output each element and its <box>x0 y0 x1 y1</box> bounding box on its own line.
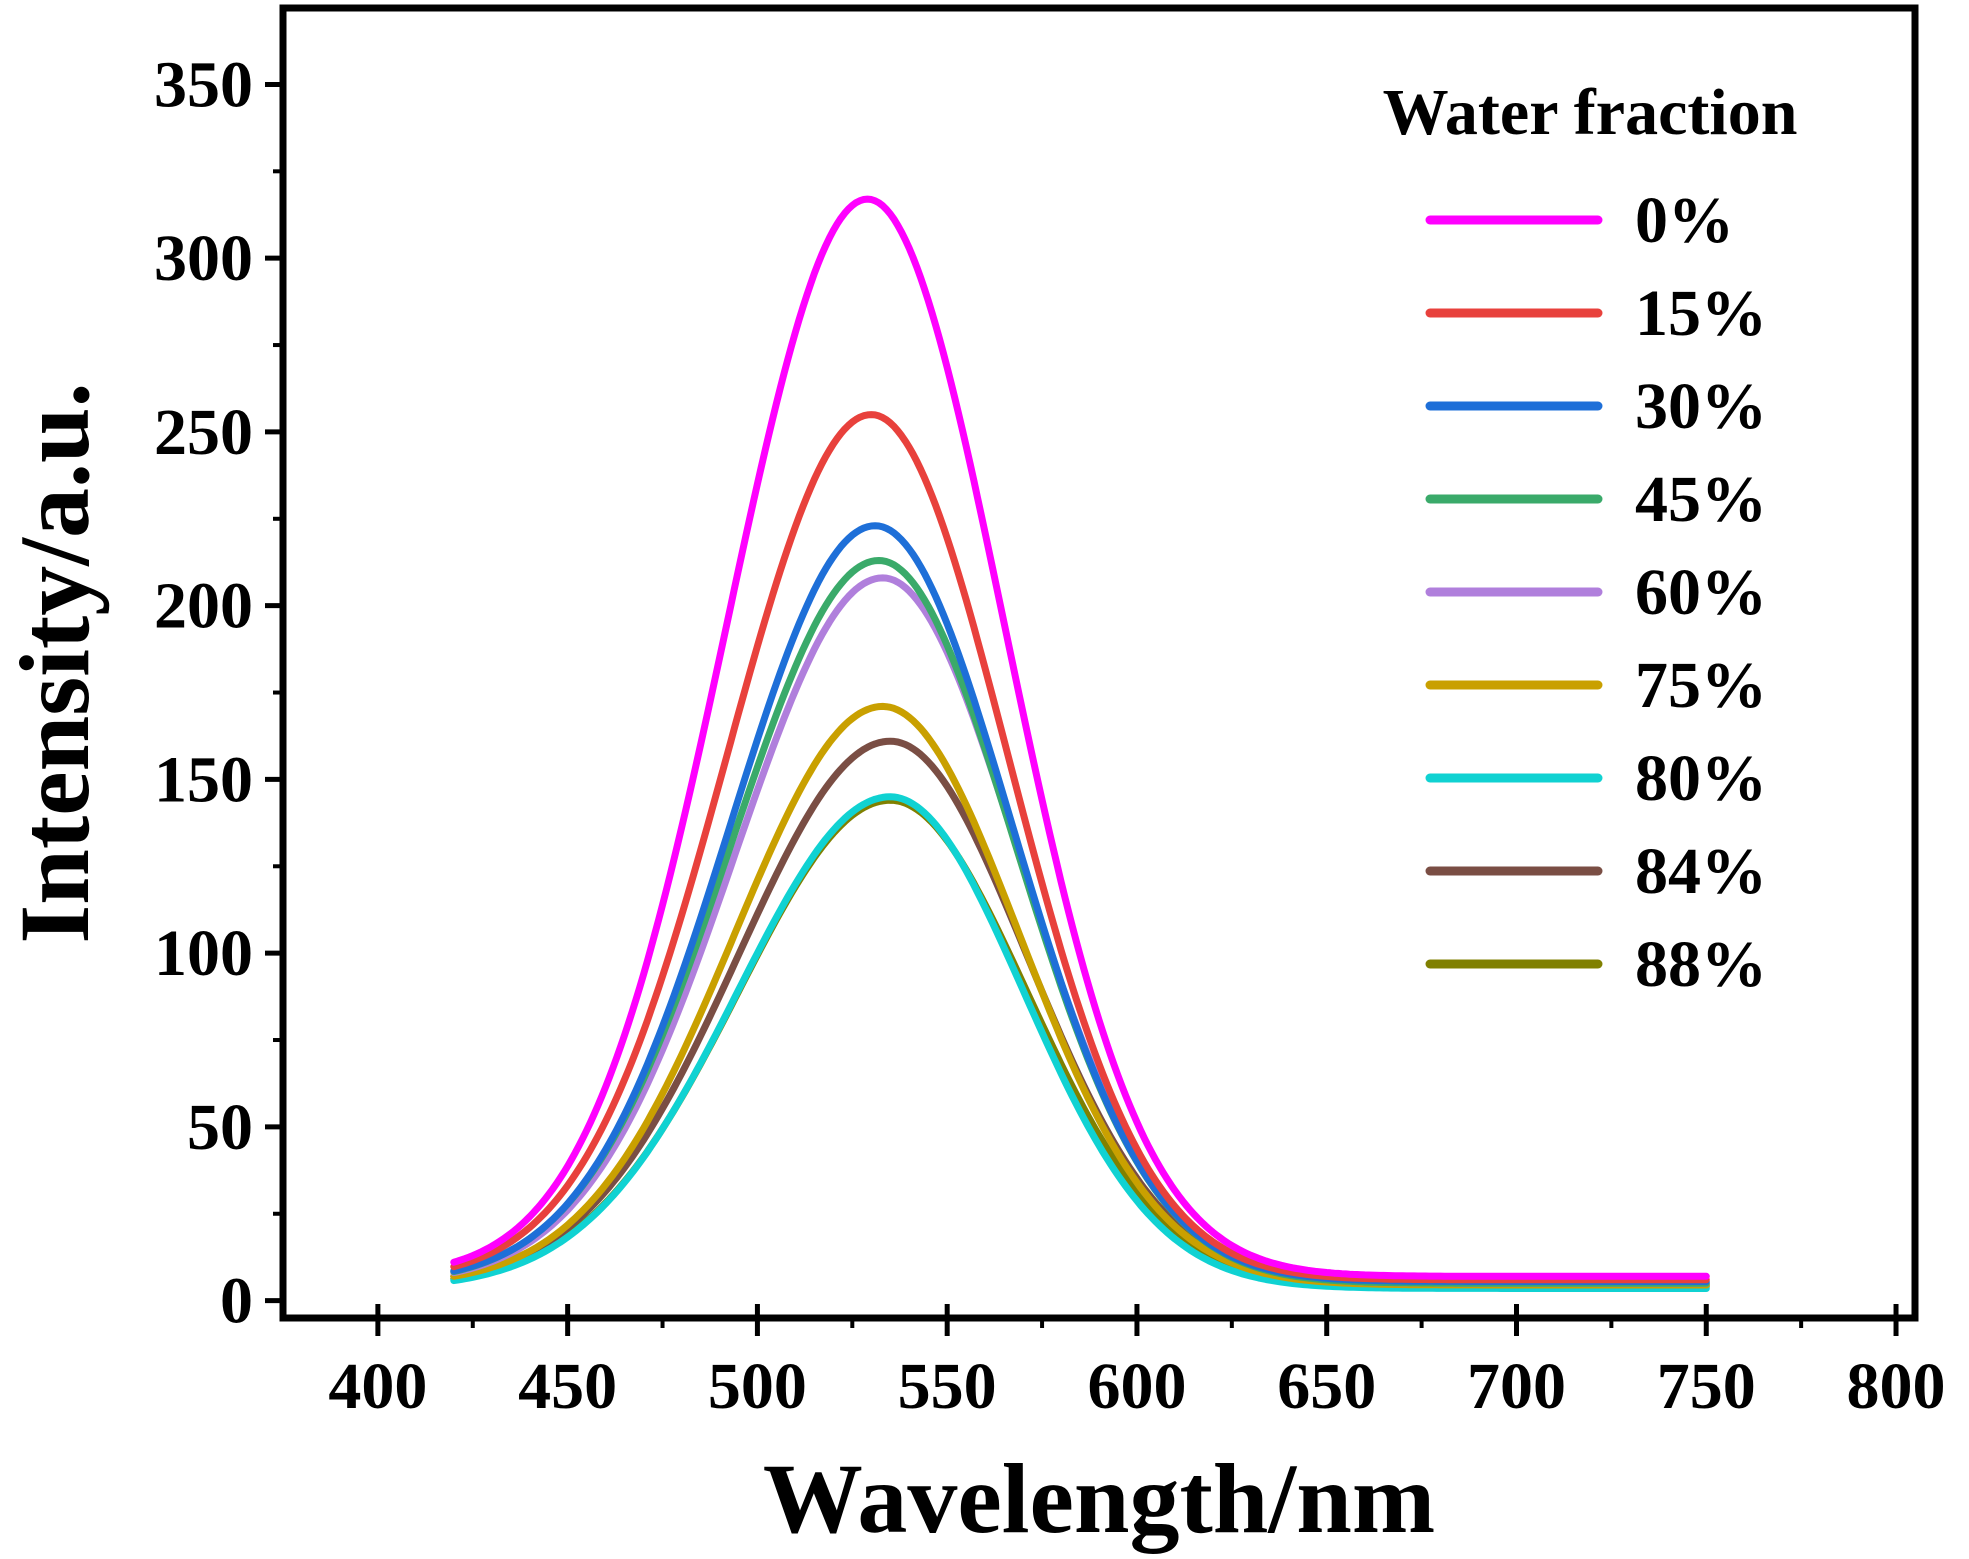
legend-label: 88% <box>1635 928 1767 1001</box>
series-layer <box>450 195 1710 1292</box>
legend-title: Water fraction <box>1383 76 1798 149</box>
y-tick-label: 100 <box>154 917 253 990</box>
legend-label: 0% <box>1635 184 1734 257</box>
x-tick-label: 600 <box>1087 1350 1186 1423</box>
series-line-0-percent <box>450 195 1710 1280</box>
plot-frame <box>279 4 1919 1322</box>
y-tick-label: 200 <box>154 570 253 643</box>
y-tick-label: 150 <box>154 743 253 816</box>
x-axis-title: Wavelength/nm <box>763 1443 1435 1554</box>
legend-label: 84% <box>1635 835 1767 908</box>
y-tick-label: 350 <box>154 48 253 121</box>
legend-label: 60% <box>1635 556 1767 629</box>
y-tick-label: 50 <box>187 1091 253 1164</box>
legend-label: 15% <box>1635 277 1767 350</box>
x-tick-label: 450 <box>518 1350 617 1423</box>
x-tick-label: 650 <box>1277 1350 1376 1423</box>
x-tick-label: 550 <box>898 1350 997 1423</box>
x-tick-label: 700 <box>1467 1350 1566 1423</box>
y-tick-label: 300 <box>154 222 253 295</box>
x-tick-label: 800 <box>1847 1350 1946 1423</box>
legend-label: 80% <box>1635 742 1767 815</box>
x-tick-label: 500 <box>708 1350 807 1423</box>
x-axis-ticks: 400 450 500 550 600 650 700 750 800 <box>328 1304 1946 1423</box>
legend-label: 45% <box>1635 463 1767 536</box>
y-tick-label: 250 <box>154 396 253 469</box>
legend: Water fraction 0% 15% 30% 45% 60% 75% 80% 84% 88… <box>1383 76 1798 1001</box>
y-axis-title: Intensity/a.u. <box>0 382 110 943</box>
legend-label: 75% <box>1635 649 1767 722</box>
x-tick-label: 750 <box>1657 1350 1756 1423</box>
y-tick-label: 0 <box>220 1265 253 1338</box>
x-tick-label: 400 <box>328 1350 427 1423</box>
legend-label: 30% <box>1635 370 1767 443</box>
y-axis-ticks: 0 50 100 150 200 250 300 350 <box>154 48 283 1338</box>
legend-items: 0% 15% 30% 45% 60% 75% 80% 84% 88% <box>1425 184 1767 1001</box>
